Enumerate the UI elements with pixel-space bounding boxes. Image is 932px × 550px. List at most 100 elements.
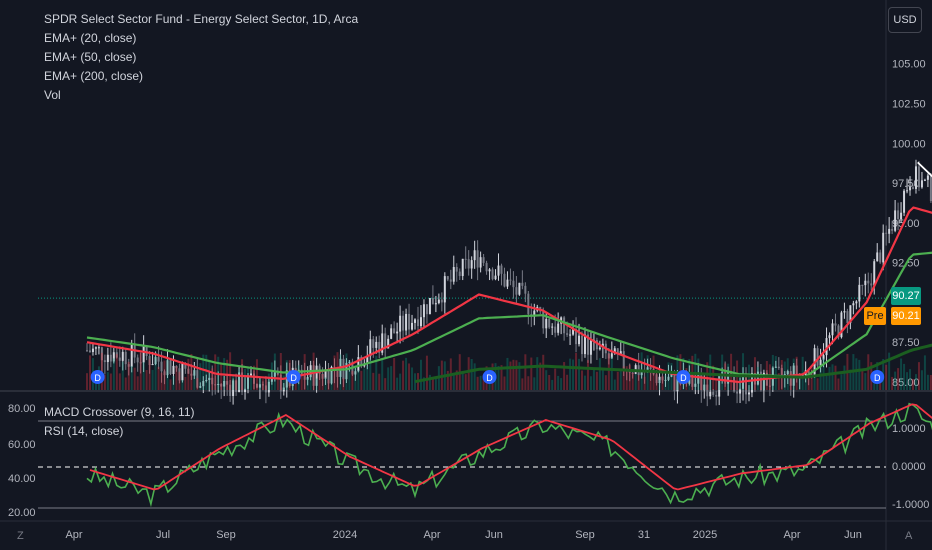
volume-bar xyxy=(330,371,333,390)
volume-bar xyxy=(405,357,408,390)
candle-body xyxy=(178,368,181,381)
time-tick-label-7: 31 xyxy=(638,529,650,541)
candle-body xyxy=(807,370,810,375)
candle-body xyxy=(870,283,873,286)
candle-body xyxy=(446,276,449,280)
candle-body xyxy=(354,371,357,375)
volume-bar xyxy=(581,370,584,390)
candle-body xyxy=(569,334,572,336)
volume-bar xyxy=(709,354,712,390)
volume-bar xyxy=(133,367,136,390)
legend-rsi[interactable]: RSI (14, close) xyxy=(44,424,124,438)
candle-body xyxy=(646,367,649,373)
volume-bar xyxy=(762,375,765,390)
volume-bar xyxy=(482,375,485,390)
macd-signal-line xyxy=(89,403,932,491)
candle-body xyxy=(777,366,780,369)
volume-bar xyxy=(366,365,369,390)
dividend-marker-label-0: D xyxy=(94,373,101,383)
currency-button[interactable]: USD xyxy=(888,7,922,33)
volume-bar xyxy=(727,363,730,390)
volume-bar xyxy=(897,368,900,390)
volume-bar xyxy=(118,373,121,390)
volume-bar xyxy=(136,376,139,390)
candle-body xyxy=(640,371,643,376)
volume-bar xyxy=(873,379,876,390)
candle-body xyxy=(667,376,670,380)
dividend-marker-label-3: D xyxy=(680,373,687,383)
price-tick-label-0: 105.00 xyxy=(892,59,926,71)
volume-bar xyxy=(369,359,372,390)
auto-scale-corner-label[interactable]: A xyxy=(905,530,913,542)
legend-ema50[interactable]: EMA+ (50, close) xyxy=(44,50,137,64)
candle-body xyxy=(658,376,661,384)
volume-bar xyxy=(422,377,425,390)
volume-bar xyxy=(220,364,223,390)
volume-bar xyxy=(342,378,345,390)
chart-title: SPDR Select Sector Fund - Energy Select … xyxy=(44,12,359,26)
volume-bar xyxy=(333,355,336,390)
volume-bar xyxy=(419,359,422,390)
volume-bar xyxy=(172,375,175,390)
candle-body xyxy=(199,386,202,388)
candle-body xyxy=(205,379,208,381)
volume-bar xyxy=(336,352,339,390)
candle-body xyxy=(315,365,318,386)
dividend-marker-2 xyxy=(482,370,497,384)
candle-body xyxy=(437,299,440,304)
candle-body xyxy=(473,250,476,261)
candle-body xyxy=(759,371,762,391)
volume-bar xyxy=(235,379,238,390)
volume-bar xyxy=(154,352,157,390)
candle-body xyxy=(273,372,276,377)
volume-bar xyxy=(232,375,235,390)
volume-bar xyxy=(193,369,196,390)
candle-body xyxy=(876,252,879,262)
candle-body xyxy=(217,384,220,386)
volume-bar xyxy=(264,379,267,390)
volume-bar xyxy=(345,353,348,390)
legend-ema200[interactable]: EMA+ (200, close) xyxy=(44,69,144,83)
candle-body xyxy=(250,373,252,376)
legend-macd[interactable]: MACD Crossover (9, 16, 11) xyxy=(44,405,195,419)
candle-body xyxy=(715,394,718,397)
candle-body xyxy=(867,280,870,284)
volume-bar xyxy=(115,354,118,390)
candle-body xyxy=(261,384,264,386)
volume-bar xyxy=(756,366,759,390)
candle-body xyxy=(548,319,551,328)
volume-bar xyxy=(861,368,864,390)
volume-bar xyxy=(753,357,756,390)
candle-body xyxy=(440,299,443,303)
candle-body xyxy=(145,346,148,357)
volume-bar xyxy=(354,365,357,390)
candle-body xyxy=(461,258,464,277)
candle-body xyxy=(858,284,861,302)
volume-bar xyxy=(157,366,160,390)
volume-bar xyxy=(742,353,745,390)
candle-body xyxy=(196,370,199,388)
legend-volume[interactable]: Vol xyxy=(44,88,61,102)
volume-bar xyxy=(625,366,628,390)
candle-body xyxy=(184,363,187,369)
volume-bar xyxy=(199,363,202,390)
volume-bar xyxy=(175,366,178,390)
candle-body xyxy=(482,257,485,263)
volume-bar xyxy=(545,370,548,390)
volume-bar xyxy=(187,358,190,390)
osc-left-tick-1: 60.00 xyxy=(8,439,36,451)
timezone-corner-label[interactable]: Z xyxy=(17,530,24,542)
volume-bar xyxy=(825,373,828,390)
volume-bar xyxy=(434,376,437,390)
legend-ema20[interactable]: EMA+ (20, close) xyxy=(44,31,137,45)
candle-body xyxy=(422,304,425,318)
candle-body xyxy=(264,385,267,393)
candle-body xyxy=(586,334,589,355)
candle-body xyxy=(449,279,452,282)
volume-bar xyxy=(497,365,500,390)
candle-body xyxy=(506,279,509,287)
candle-body xyxy=(241,372,244,393)
volume-bar xyxy=(634,374,637,390)
volume-bar xyxy=(807,372,810,390)
candle-body xyxy=(408,313,411,330)
